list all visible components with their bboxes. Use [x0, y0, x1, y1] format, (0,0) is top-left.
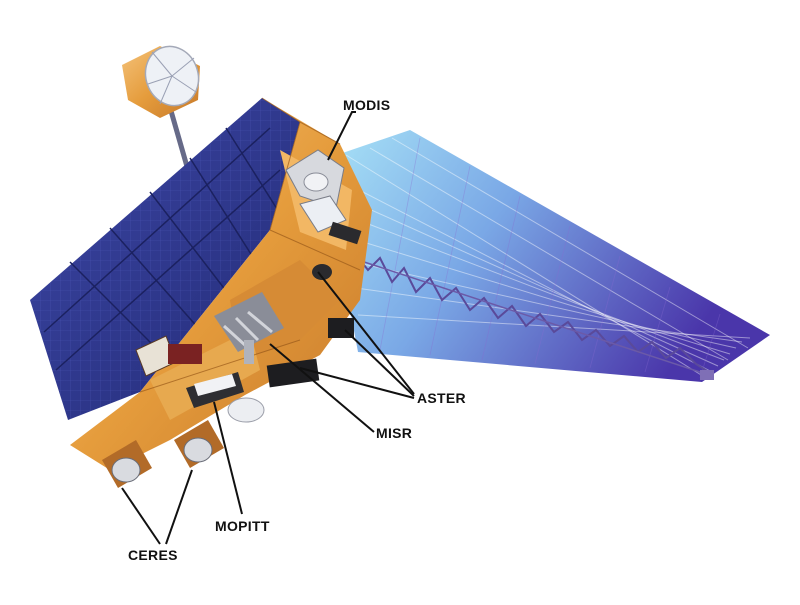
modis-label: MODIS — [343, 97, 391, 113]
aster-leader-line-1 — [317, 271, 415, 395]
ceres-leader-line-right — [165, 469, 193, 545]
misr-label: MISR — [376, 425, 413, 441]
mopitt-leader-line — [213, 401, 243, 515]
misr-instrument — [214, 292, 284, 364]
solar-array-wing — [322, 130, 770, 382]
ceres-instruments — [102, 397, 265, 488]
body-solar-panels — [30, 98, 300, 420]
high-gain-antenna — [122, 45, 200, 171]
aster-leader-line-2 — [344, 329, 415, 397]
misr-leader-line — [269, 343, 375, 433]
aster-label: ASTER — [417, 390, 466, 406]
modis-instrument — [285, 149, 362, 245]
mopitt-instrument — [135, 335, 244, 408]
ceres-leader-line-left — [121, 487, 161, 545]
aster-leader-line-3 — [299, 367, 415, 399]
leader-lines — [121, 111, 415, 545]
ceres-label: CERES — [128, 547, 178, 563]
modis-leader-line — [327, 111, 356, 161]
mopitt-label: MOPITT — [215, 518, 270, 534]
